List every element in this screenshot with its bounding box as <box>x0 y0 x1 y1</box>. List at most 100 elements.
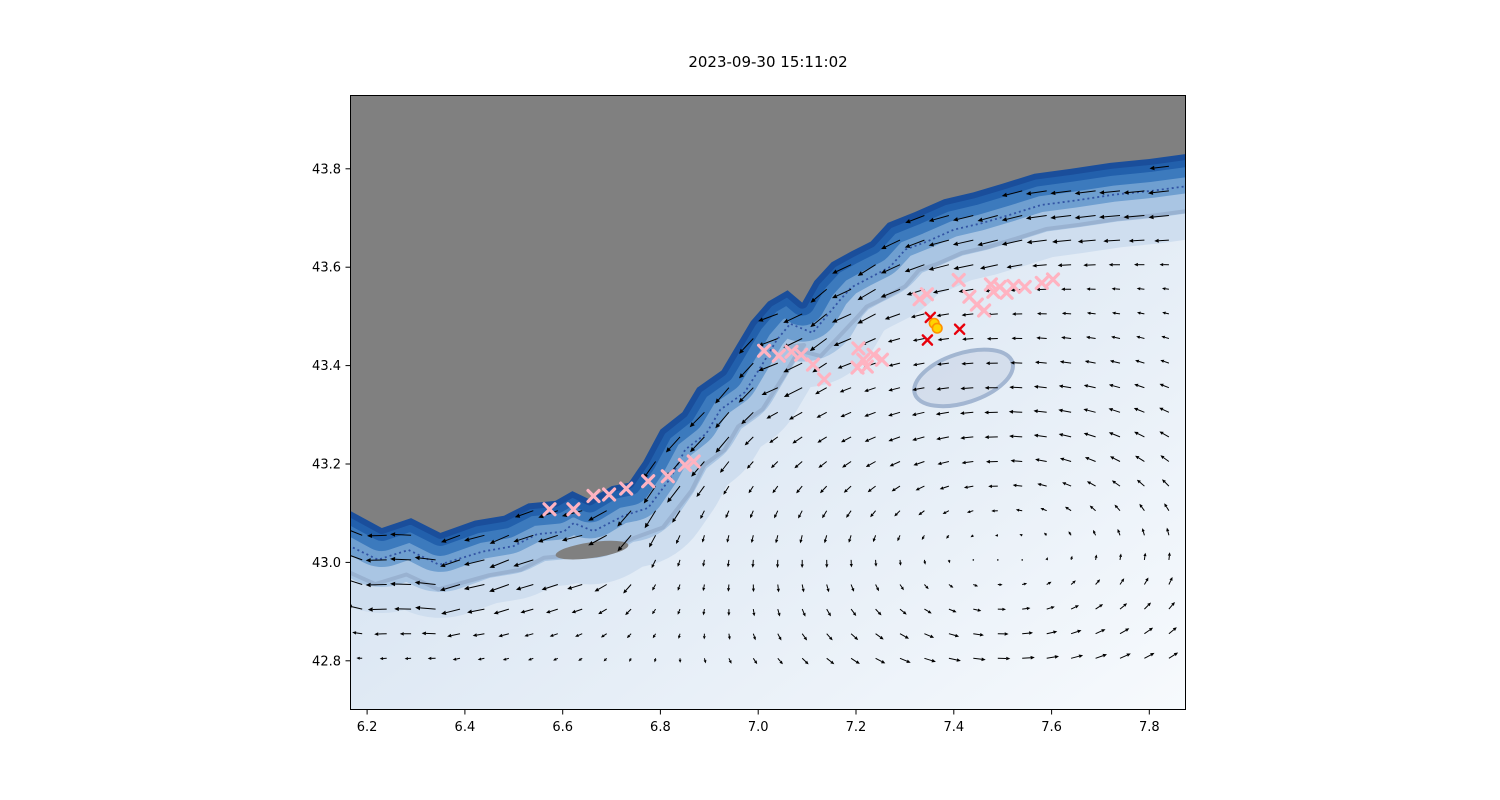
quiver-arrowhead <box>783 392 790 397</box>
quiver-arrow <box>984 264 998 269</box>
quiver-arrow <box>1113 361 1121 364</box>
quiver-arrowhead <box>820 489 824 494</box>
quiver-arrow <box>799 510 803 516</box>
quiver-arrowhead <box>691 471 697 477</box>
quiver-arrowhead <box>879 635 884 640</box>
quiver-arrow <box>836 288 852 297</box>
pink-x-marker <box>619 481 634 496</box>
quiver-arrowhead <box>1010 288 1015 292</box>
quiver-arrow <box>1112 385 1121 389</box>
quiver-arrowhead <box>1164 503 1168 508</box>
quiver-arrowhead <box>1108 383 1114 388</box>
depth-contour-light <box>350 209 1186 592</box>
quiver-arrowhead <box>802 612 806 617</box>
quiver-arrowhead <box>817 439 822 443</box>
pink-x-marker <box>1006 278 1021 293</box>
quiver-arrow <box>872 510 876 515</box>
quiver-arrowhead <box>912 338 918 342</box>
quiver-arrowhead <box>846 514 850 518</box>
quiver-arrow <box>703 584 705 588</box>
quiver-arrowhead <box>905 219 911 224</box>
quiver-arrow <box>958 264 974 269</box>
quiver-arrowhead <box>915 487 920 491</box>
quiver-arrowhead <box>1112 311 1116 315</box>
quiver-arrowhead <box>1171 602 1175 606</box>
quiver-arrow <box>940 313 949 316</box>
quiver-arrow <box>751 535 754 540</box>
quiver-arrow <box>888 313 901 319</box>
quiver-arrowhead <box>1134 262 1138 267</box>
quiver-arrowhead <box>880 293 887 298</box>
quiver-arrow <box>1104 190 1121 193</box>
quiver-arrow <box>1070 606 1076 610</box>
quiver-arrowhead <box>1035 458 1040 462</box>
quiver-arrowhead <box>603 658 607 662</box>
quiver-arrow <box>943 485 950 489</box>
quiver-arrow <box>964 387 974 389</box>
quiver-arrow <box>698 485 705 494</box>
quiver-arrowhead <box>652 610 656 615</box>
quiver-arrowhead <box>665 447 671 453</box>
quiver-arrowhead <box>440 562 446 568</box>
quiver-arrow <box>826 584 829 589</box>
quiver-arrowhead <box>884 315 890 320</box>
quiver-arrowhead <box>1062 482 1067 486</box>
quiver-arrowhead <box>911 412 917 417</box>
quiver-arrowhead <box>1036 287 1040 292</box>
quiver-arrowhead <box>815 390 820 395</box>
quiver-arrowhead <box>439 587 446 592</box>
quiver-arrow <box>875 657 883 663</box>
quiver-arrowhead <box>887 339 893 343</box>
quiver-arrowhead <box>1074 190 1080 196</box>
quiver-arrowhead <box>1108 432 1114 436</box>
quiver-arrow <box>1115 312 1121 315</box>
quiver-arrowhead <box>489 539 496 544</box>
quiver-arrow <box>885 239 901 248</box>
quiver-arrow <box>924 608 929 613</box>
quiver-arrowhead <box>715 447 721 453</box>
quiver-arrowhead <box>877 611 882 616</box>
quiver-arrow <box>628 633 632 637</box>
pink-x-marker <box>817 372 832 387</box>
quiver-arrowhead <box>513 562 519 567</box>
quiver-arrowhead <box>739 373 744 379</box>
quiver-arrowhead <box>1045 557 1048 561</box>
quiver-arrowhead <box>1052 239 1058 244</box>
quiver-arrowhead <box>399 632 404 636</box>
pink-x-marker <box>641 474 656 489</box>
quiver-arrow <box>1167 530 1170 536</box>
quiver-arrowhead <box>667 497 672 503</box>
quiver-arrowhead <box>1147 602 1151 607</box>
quiver-arrow <box>948 608 954 612</box>
quiver-arrowhead <box>1032 263 1037 268</box>
quiver-arrowhead <box>970 534 974 538</box>
quiver-arrowhead <box>865 463 871 467</box>
quiver-arrowhead <box>727 636 731 640</box>
quiver-arrowhead <box>715 398 721 404</box>
quiver-arrowhead <box>880 269 887 274</box>
quiver-arrow <box>1119 556 1121 560</box>
y-tick-label: 43.6 <box>312 261 341 276</box>
quiver-arrow <box>1107 239 1121 242</box>
quiver-arrowhead <box>750 514 753 519</box>
quiver-arrow <box>1061 264 1072 266</box>
quiver-arrowhead <box>956 658 961 662</box>
quiver-arrow <box>918 485 925 490</box>
quiver-arrowhead <box>1159 263 1164 267</box>
quiver-arrow <box>796 461 803 467</box>
quiver-arrowhead <box>1061 287 1065 291</box>
quiver-arrowhead <box>1010 361 1015 365</box>
quiver-arrow <box>653 608 657 612</box>
x-tick-label: 6.6 <box>552 720 573 735</box>
quiver-arrow <box>674 510 681 520</box>
quiver-arrow <box>1063 458 1072 462</box>
quiver-arrow <box>801 608 805 614</box>
quiver-arrow <box>678 633 681 636</box>
quiver-arrow <box>542 534 558 541</box>
pink-x-marker <box>586 488 601 504</box>
quiver-arrowhead <box>904 268 911 273</box>
pink-x-marker <box>602 487 617 502</box>
quiver-arrow <box>801 584 804 590</box>
quiver-arrow <box>493 559 510 567</box>
quiver-arrow <box>605 657 608 660</box>
